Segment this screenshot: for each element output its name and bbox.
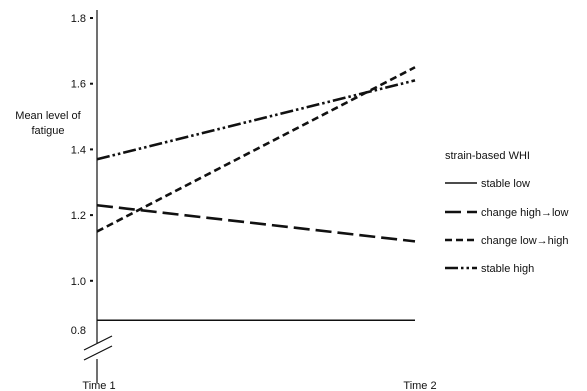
y-tick-label: 1.6 — [71, 79, 86, 91]
axis-break-mark-1 — [83, 335, 113, 351]
legend-label-2: change low→high — [481, 235, 568, 247]
y-tick-label: 1.2 — [71, 210, 86, 222]
y-axis-label-line-1: Mean level of — [15, 110, 81, 122]
y-tick-label: 1.4 — [71, 144, 86, 156]
series-line-3 — [96, 79, 416, 161]
legend-title: strain-based WHI — [445, 150, 530, 162]
y-tick-label: 0.8 — [71, 325, 86, 337]
series-line-1 — [96, 203, 416, 243]
axis-break-mark-2 — [83, 345, 113, 361]
x-tick-label-time2: Time 2 — [403, 380, 436, 391]
y-tick-label: 1.8 — [71, 13, 86, 25]
legend-label-0: stable low — [481, 178, 530, 190]
y-tick-label: 1.0 — [71, 276, 86, 288]
legend-label-1: change high→low — [481, 207, 569, 219]
legend-label-3: stable high — [481, 263, 534, 275]
y-axis-label-line-2: fatigue — [31, 125, 64, 137]
x-tick-label-time1: Time 1 — [82, 380, 115, 391]
